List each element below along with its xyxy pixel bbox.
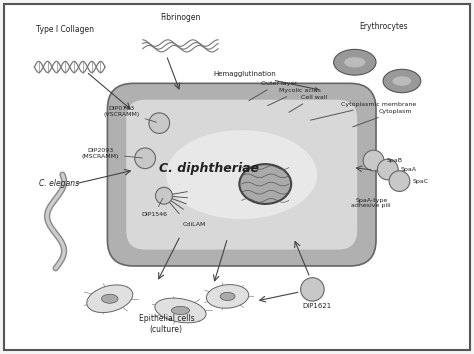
Circle shape [155, 187, 173, 204]
Circle shape [389, 171, 410, 192]
Text: CdiLAM: CdiLAM [183, 222, 206, 227]
Text: Hemagglutination: Hemagglutination [213, 71, 318, 90]
FancyBboxPatch shape [4, 4, 470, 350]
Text: Fibrinogen: Fibrinogen [160, 13, 201, 22]
Ellipse shape [166, 130, 317, 219]
Ellipse shape [383, 69, 421, 93]
Text: Cytoplasm: Cytoplasm [353, 109, 412, 127]
Text: Cytoplasmic membrane: Cytoplasmic membrane [310, 102, 416, 120]
Ellipse shape [220, 292, 235, 301]
Circle shape [135, 148, 155, 169]
Text: C. elegans: C. elegans [39, 179, 79, 188]
Circle shape [377, 159, 398, 180]
Circle shape [301, 278, 324, 301]
Text: DIP1621: DIP1621 [302, 303, 332, 309]
Ellipse shape [101, 294, 118, 303]
Ellipse shape [206, 285, 249, 308]
Text: DIP2093
(MSCRAMM): DIP2093 (MSCRAMM) [82, 148, 142, 159]
Ellipse shape [392, 76, 411, 86]
Ellipse shape [344, 57, 365, 67]
Text: SpaC: SpaC [413, 179, 429, 184]
Text: Cell wall: Cell wall [289, 95, 327, 112]
FancyBboxPatch shape [108, 83, 376, 266]
Text: SpaA-type
adhesive pili: SpaA-type adhesive pili [352, 198, 391, 209]
Circle shape [363, 150, 384, 171]
Text: Mycolic acids: Mycolic acids [268, 88, 321, 105]
FancyBboxPatch shape [126, 100, 357, 250]
Ellipse shape [155, 298, 206, 323]
Circle shape [149, 113, 170, 133]
Text: C. diphtheriae: C. diphtheriae [159, 162, 259, 175]
Text: Type I Collagen: Type I Collagen [36, 25, 94, 34]
Ellipse shape [87, 285, 133, 313]
Ellipse shape [172, 306, 190, 315]
Text: Epithelial cells
(culture): Epithelial cells (culture) [138, 314, 194, 333]
Ellipse shape [334, 50, 376, 75]
Text: SpaA: SpaA [401, 167, 417, 172]
Text: DIP1546: DIP1546 [142, 198, 167, 217]
Text: Erythrocytes: Erythrocytes [359, 23, 407, 32]
Text: Outer layer: Outer layer [249, 81, 296, 101]
Text: SpaB: SpaB [387, 158, 403, 163]
Text: DIP0733
(VSCRAMM): DIP0733 (VSCRAMM) [103, 106, 156, 122]
Ellipse shape [239, 164, 291, 204]
